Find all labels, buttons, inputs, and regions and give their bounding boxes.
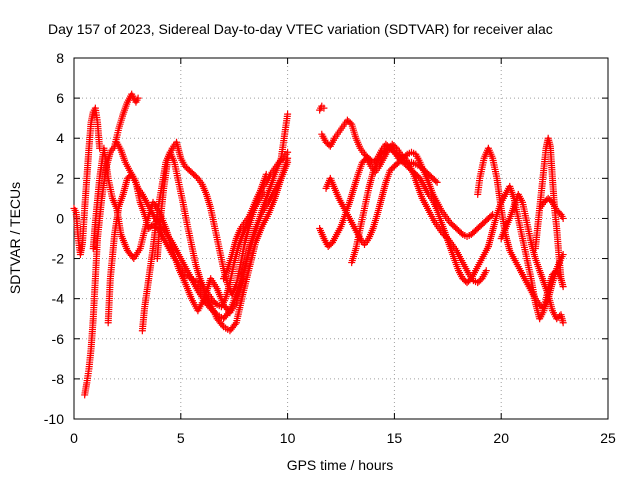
data-point [559, 214, 567, 222]
y-tick-label: 6 [56, 90, 64, 106]
x-tick-label: 15 [387, 430, 403, 446]
series-arc-5 [113, 110, 292, 323]
data-point [212, 309, 220, 317]
x-axis: 0 5 10 15 20 25 [70, 58, 616, 446]
x-tick-label: 5 [177, 430, 185, 446]
y-tick-label: 4 [56, 130, 64, 146]
y-axis: -10 -8 -6 -4 -2 0 2 4 6 8 [44, 50, 608, 427]
series-arc-2 [70, 104, 104, 259]
data-point [207, 305, 215, 313]
data-points [70, 90, 567, 399]
x-tick-label: 20 [493, 430, 509, 446]
y-tick-label: -10 [44, 411, 64, 427]
series-arc-18 [536, 194, 567, 222]
y-tick-label: 2 [56, 170, 64, 186]
series-arc-8 [220, 148, 292, 283]
series-arc-17 [531, 134, 567, 291]
data-point [482, 267, 490, 275]
data-point [559, 283, 567, 291]
grid [74, 58, 608, 419]
data-point [210, 308, 218, 316]
x-axis-label: GPS time / hours [287, 457, 394, 473]
data-point [320, 104, 328, 112]
data-point [284, 148, 292, 156]
data-point [457, 229, 465, 237]
x-tick-label: 25 [600, 430, 616, 446]
data-point [433, 178, 441, 186]
data-point [559, 319, 567, 327]
series-arc-10 [318, 116, 492, 287]
y-axis-label: SDTVAR / TECUs [7, 182, 23, 294]
data-point [402, 152, 410, 160]
series-arc-9 [316, 102, 328, 114]
chart-title: Day 157 of 2023, Sidereal Day-to-day VTE… [48, 21, 553, 37]
data-point [380, 148, 388, 156]
data-point [231, 320, 239, 328]
y-tick-label: -6 [52, 331, 65, 347]
series-arc-12 [322, 148, 497, 249]
data-point [208, 306, 216, 314]
y-tick-label: -8 [52, 371, 65, 387]
data-point [284, 110, 292, 118]
series-arc-15 [484, 182, 565, 323]
series-arc-13 [348, 144, 441, 267]
data-point [487, 212, 495, 220]
data-point [212, 299, 220, 307]
x-tick-label: 10 [280, 430, 296, 446]
series-arc-1 [81, 90, 142, 399]
data-point [218, 321, 226, 329]
plot-frame [73, 57, 609, 420]
y-tick-label: -2 [52, 251, 65, 267]
x-tick-label: 0 [70, 430, 78, 446]
data-point [225, 308, 233, 316]
data-point [432, 177, 440, 185]
y-tick-label: -4 [52, 291, 65, 307]
y-tick-label: 8 [56, 50, 64, 66]
data-point [134, 94, 142, 102]
data-point [398, 157, 406, 165]
y-tick-label: 0 [56, 210, 64, 226]
